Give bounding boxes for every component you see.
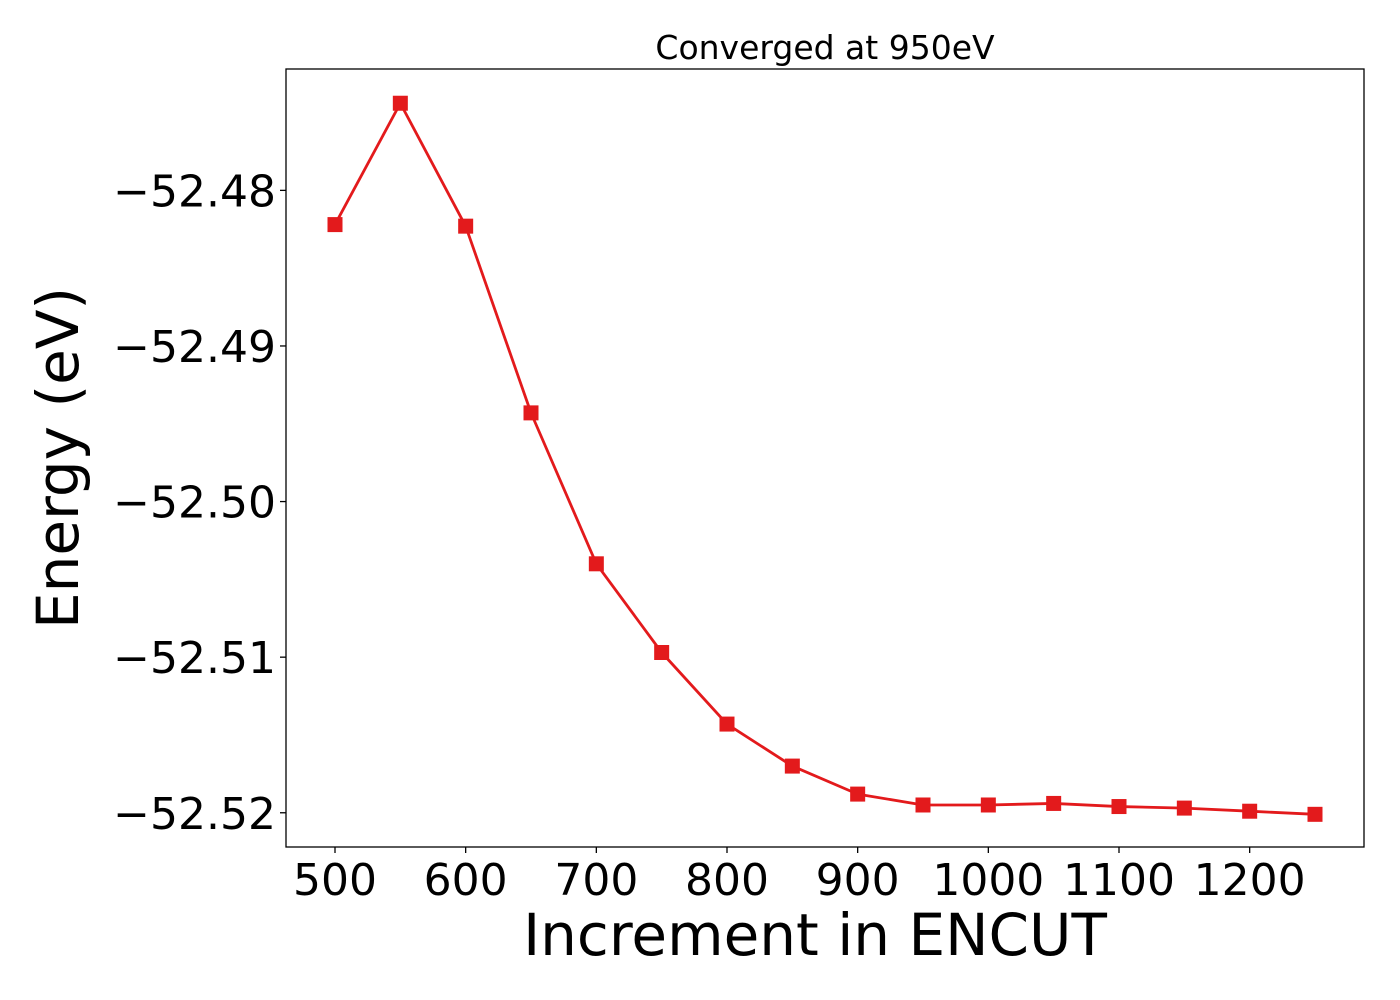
data-point xyxy=(1111,799,1127,815)
data-point xyxy=(588,556,604,572)
x-tick-label: 900 xyxy=(816,855,900,906)
data-point xyxy=(719,716,735,732)
y-tick-label: −52.49 xyxy=(113,322,276,373)
y-tick-label: −52.52 xyxy=(113,789,276,840)
data-point xyxy=(915,797,931,813)
x-tick-label: 500 xyxy=(293,855,377,906)
x-axis-label: Increment in ENCUT xyxy=(523,901,1107,969)
data-point xyxy=(980,797,996,813)
y-axis-label: Energy (eV) xyxy=(24,287,92,629)
data-point xyxy=(458,218,474,234)
data-point xyxy=(1046,795,1062,811)
data-point xyxy=(784,758,800,774)
x-tick-label: 600 xyxy=(424,855,508,906)
data-point xyxy=(327,217,343,233)
x-tick-label: 1100 xyxy=(1063,855,1175,906)
data-point xyxy=(523,405,539,421)
series-line xyxy=(333,101,1316,816)
plot-frame xyxy=(285,68,1365,848)
y-tick-label: −52.48 xyxy=(113,166,276,217)
y-tick-label: −52.50 xyxy=(113,478,276,529)
data-point xyxy=(1242,803,1258,819)
data-point xyxy=(1176,800,1192,816)
chart-title: Converged at 950eV xyxy=(655,28,995,67)
y-tick-label: −52.51 xyxy=(113,633,276,684)
data-point xyxy=(654,645,670,660)
x-tick-label: 1200 xyxy=(1194,855,1306,906)
x-tick-label: 1000 xyxy=(932,855,1044,906)
data-point xyxy=(850,786,866,802)
data-point xyxy=(1307,806,1323,822)
x-tick-label: 800 xyxy=(685,855,769,906)
data-point xyxy=(392,95,408,111)
x-tick-label: 700 xyxy=(554,855,638,906)
